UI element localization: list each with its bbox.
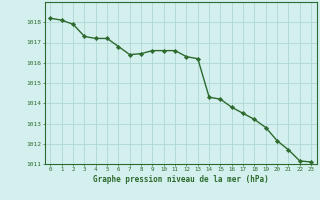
X-axis label: Graphe pression niveau de la mer (hPa): Graphe pression niveau de la mer (hPa)	[93, 175, 269, 184]
